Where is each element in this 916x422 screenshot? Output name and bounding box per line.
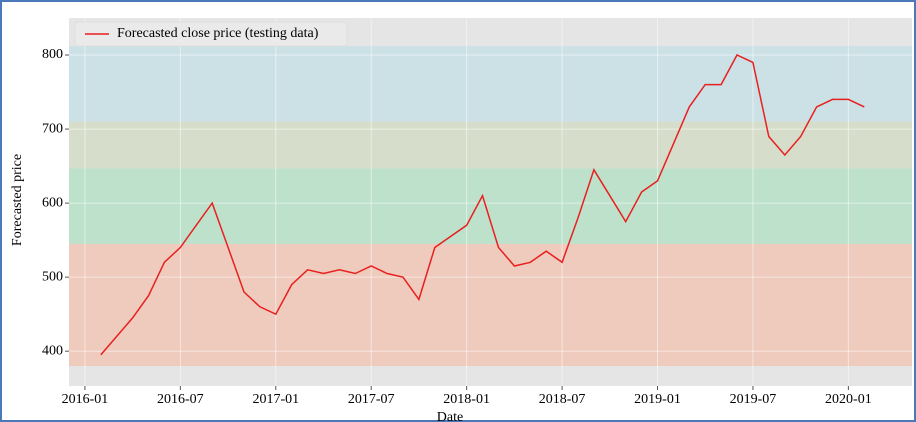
x-tick-label: 2017-07 <box>348 392 395 407</box>
band <box>69 46 912 122</box>
legend-label: Forecasted close price (testing data) <box>117 26 319 41</box>
x-tick-label: 2017-01 <box>252 392 299 407</box>
x-tick-label: 2016-01 <box>62 392 109 407</box>
x-tick-label: 2019-07 <box>730 392 777 407</box>
y-tick-label: 700 <box>42 121 63 136</box>
line <box>100 54 865 356</box>
band <box>69 168 912 244</box>
x-tick-label: 2016-07 <box>157 392 204 407</box>
x-tick-label: 2020-01 <box>825 392 872 407</box>
band <box>69 243 912 367</box>
y-axis-label: Forecasted price <box>10 154 25 246</box>
x-tick-label: 2018-01 <box>443 392 490 407</box>
y-tick-label: 400 <box>42 343 63 358</box>
x-tick-label: 2019-01 <box>634 392 681 407</box>
y-tick-label: 500 <box>42 269 63 284</box>
x-axis-label: Date <box>437 410 463 422</box>
x-tick-label: 2018-07 <box>539 392 586 407</box>
y-tick-label: 600 <box>42 195 63 210</box>
y-tick-label: 800 <box>42 47 63 62</box>
legend-box <box>74 21 348 47</box>
